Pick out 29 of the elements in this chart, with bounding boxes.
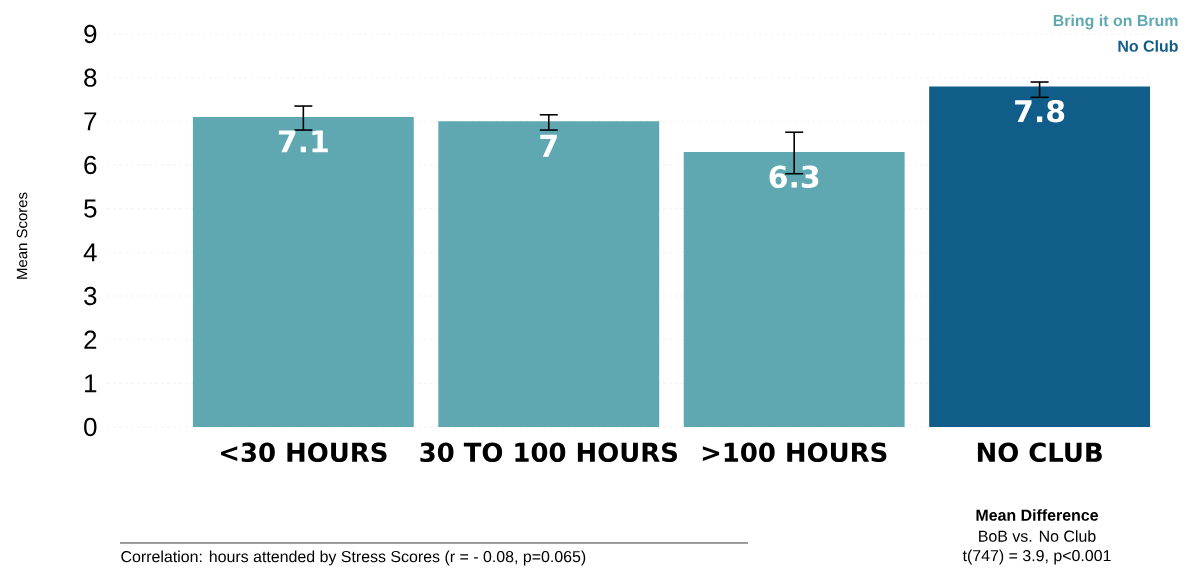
y-tick-label: 4 (83, 243, 97, 262)
bar (192, 116, 414, 427)
bar (438, 121, 660, 427)
x-tick-label: <30 HOURS (221, 442, 387, 463)
text: Bring it on Brum (1053, 14, 1178, 30)
y-tick-label: 0 (84, 417, 97, 437)
data-label: 6.3 (769, 165, 819, 189)
y-tick-label: 2 (84, 330, 97, 349)
y-tick-label: 1 (85, 374, 97, 393)
x-tick-label: NO CLUB (977, 442, 1102, 463)
y-tick-label: 8 (84, 68, 97, 87)
x-tick-label: 30 TO 100 HOURS (420, 442, 677, 463)
data-label: 7 (540, 134, 557, 157)
data-label: 7.8 (1015, 99, 1065, 123)
y-tick-label: 3 (84, 286, 97, 306)
bar (929, 86, 1151, 427)
text: Mean Difference (976, 509, 1098, 521)
y-axis-title: Mean Scores (16, 192, 28, 279)
y-tick-label: 7 (84, 112, 97, 131)
data-label: 7.1 (278, 130, 328, 153)
text: Correlation: hours attended by Stress Scores (r = - 0.08, p=0.065) (121, 550, 586, 566)
text: BoB vs. No Club (979, 530, 1096, 542)
y-tick-label: 9 (84, 24, 97, 44)
y-tick-label: 5 (84, 199, 97, 218)
x-tick-label: >100 HOURS (702, 442, 887, 463)
bar (683, 151, 905, 427)
text: t(747) = 3.9, p<0.001 (962, 549, 1111, 565)
text: No Club (1118, 40, 1178, 52)
y-tick-label: 6 (84, 155, 97, 175)
